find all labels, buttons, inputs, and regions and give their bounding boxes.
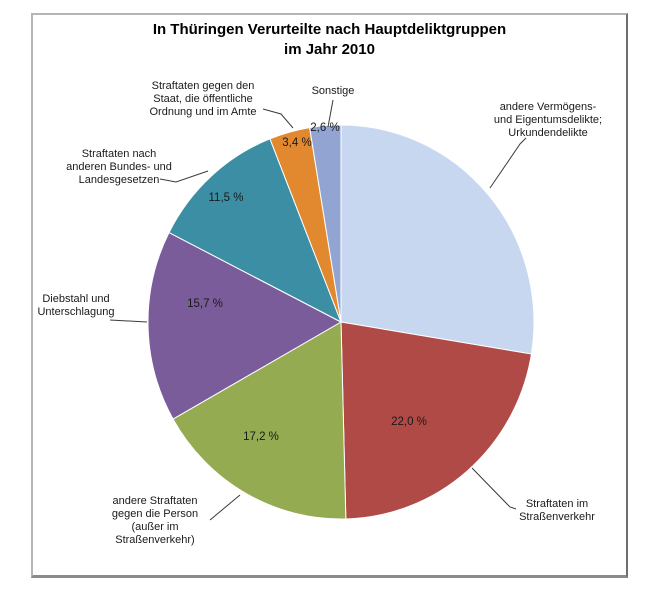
percent-label-sonstige: 2,6 % [310,122,339,134]
percent-label-bundes: 11,5 % [209,192,244,204]
slice-label-staat: Straftaten gegen den Staat, die öffentli… [149,80,257,118]
percent-label-strassenverkehr: 22,0 % [391,416,427,428]
pie-slice-sonstige [309,124,342,323]
pie-slice-person [172,321,347,520]
pie-slice-strassenverkehr [340,321,533,520]
slice-label-vermoegens: andere Vermögens- und Eigentumsdelikte; … [493,101,603,139]
percent-label-staat: 3,4 % [282,137,311,149]
slice-label-strassenverkehr: Straftaten im Straßenverkehr [519,498,595,523]
leader-line-strassenverkehr [471,467,517,510]
leader-line-sonstige [327,99,334,128]
leader-line-bundes [159,170,209,183]
percent-label-person: 17,2 % [243,431,279,443]
leader-line-staat [262,108,294,129]
leader-lines [109,99,527,521]
slice-label-diebstahl: Diebstahl und Unterschlagung [37,293,115,318]
leader-line-diebstahl [109,319,148,323]
pie-slice-diebstahl [147,231,343,420]
chart-title: In Thüringen Verurteilte nach Hauptdelik… [152,21,507,58]
slice-label-person: andere Straftaten gegen die Person (auße… [111,495,199,546]
percent-labels: 22,0 % 17,2 % 15,7 % 11,5 % 3,4 % 2,6 % [187,122,427,443]
percent-label-diebstahl: 15,7 % [187,298,223,310]
leader-line-vermoegens [489,137,527,189]
pie-slice-vermoegens [340,124,535,355]
slice-label-bundes: Straftaten nach anderen Bundes- und Land… [66,148,172,186]
leader-line-person [209,494,241,521]
pie-slices [147,124,535,520]
slice-label-sonstige: Sonstige [311,85,355,97]
pie-slice-bundes [168,138,342,324]
